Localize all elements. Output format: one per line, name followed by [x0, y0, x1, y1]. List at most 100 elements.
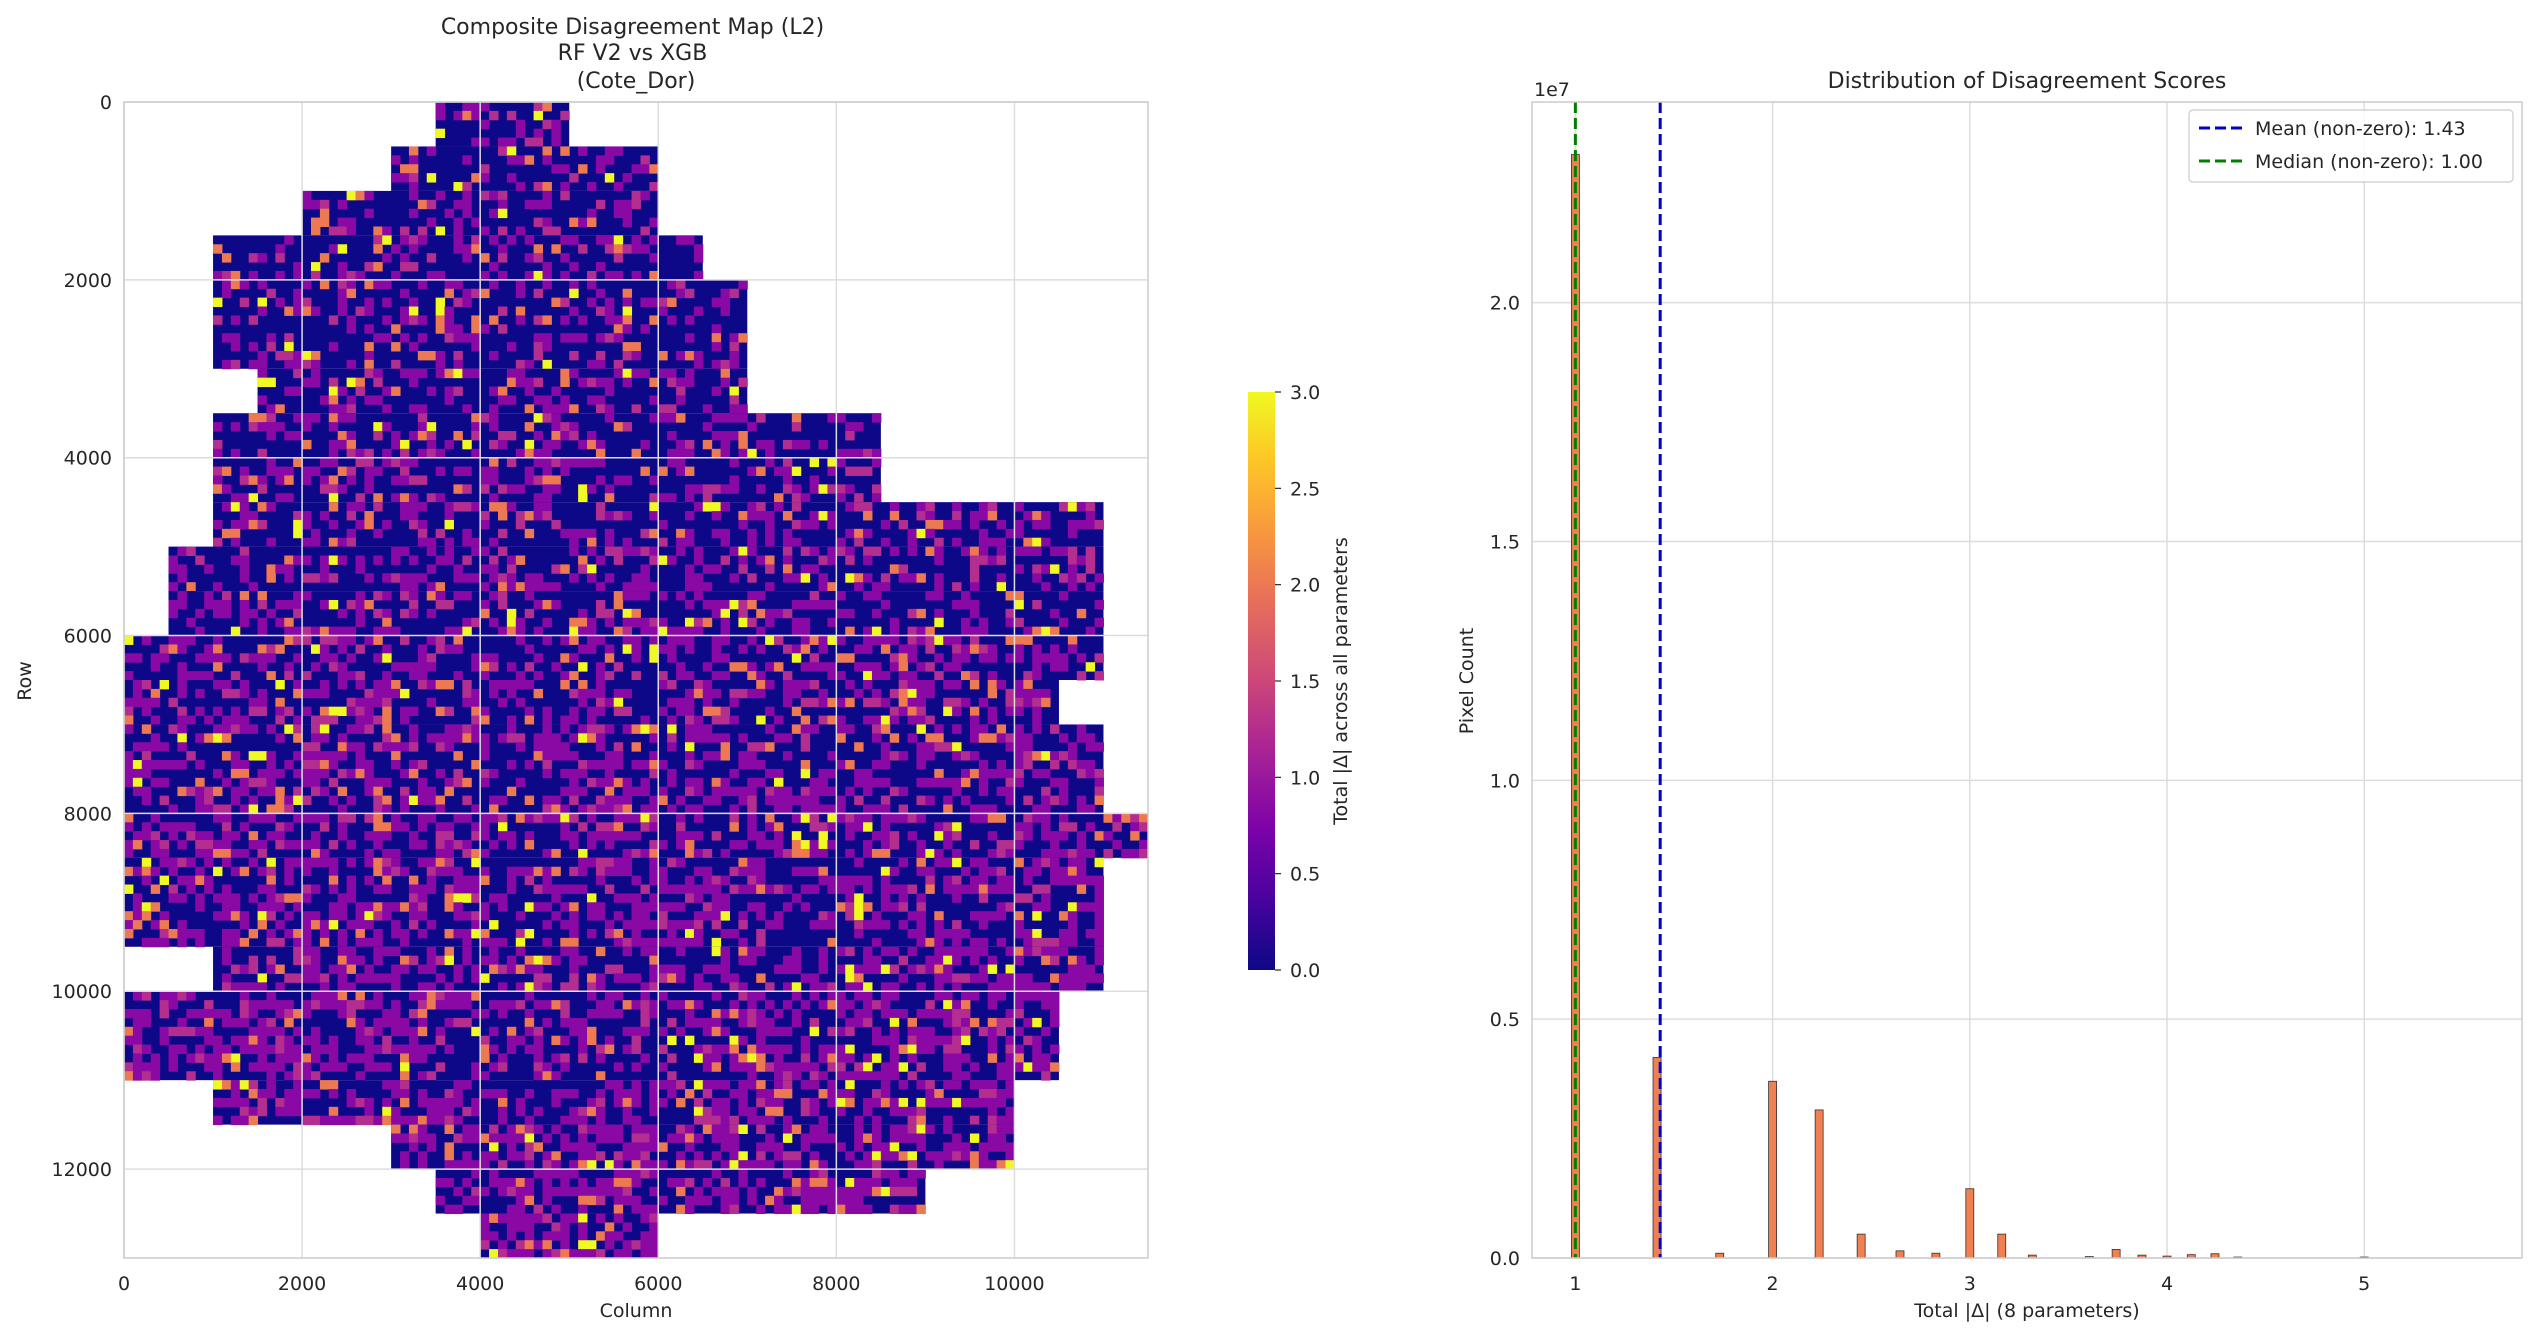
raster-cell: [774, 733, 784, 743]
raster-cell: [880, 1035, 891, 1046]
raster-cell: [453, 466, 463, 476]
raster-cell: [373, 1044, 383, 1054]
raster-cell: [613, 422, 624, 432]
raster-cell: [159, 991, 170, 1001]
raster-cell: [613, 804, 624, 814]
raster-cell: [1050, 1044, 1060, 1054]
raster-cell: [239, 573, 250, 583]
raster-cell: [578, 822, 588, 832]
raster-cell: [720, 742, 730, 752]
raster-cell: [658, 519, 668, 530]
raster-cell: [248, 342, 259, 352]
raster-cell: [738, 1080, 748, 1090]
raster-cell: [168, 608, 178, 619]
raster-cell: [391, 431, 401, 441]
raster-cell: [747, 1000, 757, 1010]
raster-cell: [587, 217, 597, 227]
raster-cell: [827, 875, 837, 886]
raster-cell: [800, 786, 811, 797]
raster-cell: [871, 1097, 882, 1108]
raster-cell: [293, 795, 303, 805]
raster-cell: [257, 377, 267, 388]
raster-cell: [934, 1089, 944, 1099]
raster-cell: [952, 724, 962, 734]
raster-cell: [471, 448, 481, 459]
raster-cell: [729, 1035, 739, 1046]
raster-cell: [640, 1017, 650, 1028]
raster-cell: [1005, 973, 1015, 983]
raster-cell: [524, 475, 535, 485]
raster-cell: [1067, 644, 1078, 654]
raster-cell: [346, 511, 357, 521]
raster-cell: [1041, 795, 1051, 805]
raster-cell: [1041, 848, 1051, 859]
raster-cell: [676, 795, 686, 805]
raster-cell: [720, 1026, 730, 1037]
raster-cell: [328, 1000, 339, 1010]
raster-cell: [595, 902, 606, 912]
raster-cell: [774, 1080, 784, 1090]
raster-cell: [845, 1177, 855, 1188]
raster-cell: [827, 1026, 837, 1037]
raster-cell: [426, 546, 437, 557]
raster-cell: [302, 635, 312, 645]
raster-cell: [248, 582, 259, 592]
raster-cell: [453, 359, 463, 370]
raster-cell: [569, 706, 579, 717]
raster-cell: [836, 1097, 846, 1108]
raster-cell: [702, 1080, 713, 1090]
raster-cell: [640, 991, 650, 1001]
raster-cell: [319, 715, 330, 725]
raster-cell: [871, 1000, 882, 1010]
raster-cell: [889, 1186, 900, 1197]
raster-cell: [595, 333, 606, 343]
raster-cell: [230, 270, 241, 281]
raster-cell: [756, 1044, 766, 1054]
raster-cell: [337, 288, 348, 299]
raster-cell: [693, 1044, 704, 1054]
raster-cell: [702, 1017, 713, 1028]
raster-cell: [622, 1249, 633, 1258]
raster-cell: [560, 1089, 570, 1099]
raster-cell: [560, 528, 570, 539]
raster-cell: [319, 555, 330, 565]
raster-cell: [613, 146, 624, 156]
raster-cell: [239, 564, 250, 574]
raster-cell: [453, 368, 463, 379]
raster-cell: [996, 937, 1007, 948]
raster-cell: [177, 573, 187, 583]
raster-cell: [257, 475, 267, 485]
raster-cell: [302, 359, 312, 370]
raster-cell: [1094, 795, 1104, 805]
raster-cell: [186, 928, 196, 939]
raster-cell: [221, 982, 232, 992]
raster-cell: [756, 413, 766, 423]
raster-cell: [836, 1204, 846, 1215]
raster-cell: [551, 1249, 561, 1258]
raster-cell: [391, 457, 401, 468]
raster-cell: [560, 813, 570, 823]
raster-cell: [346, 1017, 357, 1028]
raster-cell: [765, 982, 775, 992]
raster-cell: [729, 715, 739, 725]
raster-cell: [168, 1026, 178, 1037]
raster-cell: [221, 840, 232, 850]
colorbar-tick-label: 0.0: [1290, 960, 1320, 982]
raster-cell: [782, 555, 793, 565]
raster-cell: [747, 831, 757, 841]
raster-cell: [622, 795, 633, 805]
raster-cell: [542, 1017, 552, 1028]
raster-cell: [497, 484, 508, 494]
raster-cell: [302, 866, 312, 877]
raster-cell: [560, 937, 570, 948]
raster-cell: [578, 1177, 588, 1188]
raster-cell: [159, 742, 170, 752]
raster-cell: [961, 1035, 971, 1046]
raster-cell: [961, 671, 971, 681]
raster-cell: [275, 1035, 285, 1046]
raster-cell: [880, 537, 891, 548]
raster-cell: [506, 457, 517, 468]
raster-cell: [729, 697, 739, 708]
raster-cell: [453, 1133, 463, 1143]
raster-cell: [497, 982, 508, 992]
